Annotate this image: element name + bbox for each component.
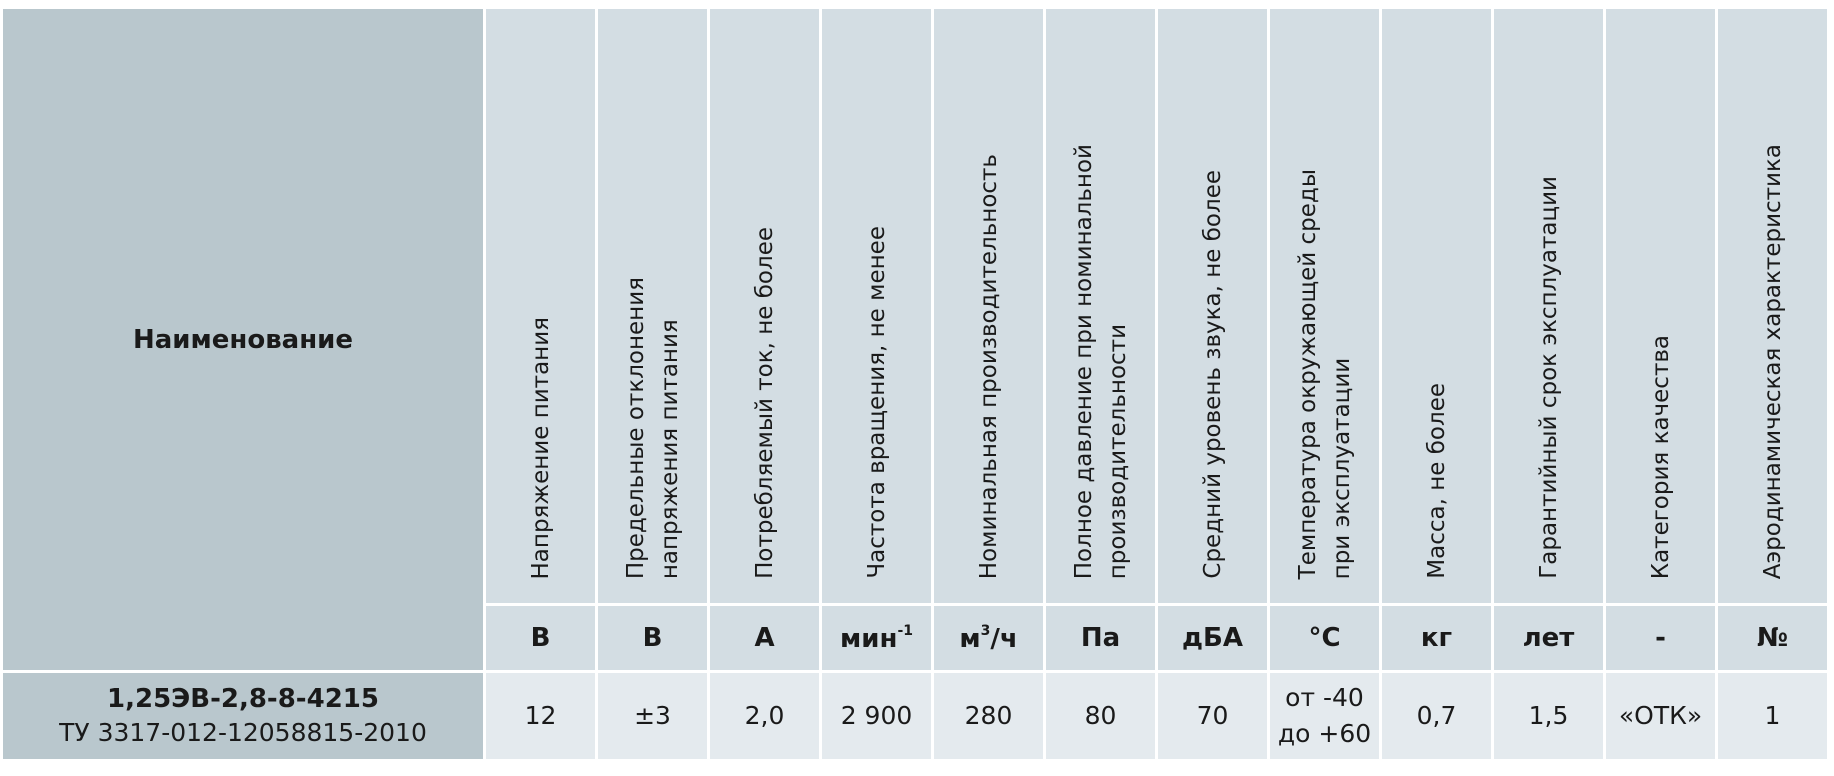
col-header-warranty: Гарантийный срок эксплуатации <box>1494 9 1603 603</box>
header-text: Потребляемый ток, не более <box>751 227 778 579</box>
unit-cell: В <box>598 606 707 670</box>
unit-base: м <box>959 623 981 654</box>
header-text: Частота вращения, не менее <box>863 226 890 579</box>
unit-cell: - <box>1606 606 1715 670</box>
unit-cell: № <box>1718 606 1827 670</box>
col-header-current: Потребляемый ток, не более <box>710 9 819 603</box>
value-cell: 1 <box>1718 673 1827 759</box>
value-cell: 2 900 <box>822 673 931 759</box>
value-cell: 1,5 <box>1494 673 1603 759</box>
value-cell: 80 <box>1046 673 1155 759</box>
header-text: Предельные отклонения <box>622 276 649 579</box>
name-header: Наименование <box>3 9 483 670</box>
col-header-pressure: Полное давление при номинальной производи… <box>1046 9 1155 603</box>
header-text: Средний уровень звука, не более <box>1199 170 1226 579</box>
col-header-capacity: Номинальная производительность <box>934 9 1043 603</box>
col-header-voltage-deviation: Предельные отклонения напряжения питания <box>598 9 707 603</box>
unit-base: мин <box>840 623 898 654</box>
unit-row: В В А мин-1 м3/ч Па дБА °C кг лет - № <box>3 606 1827 670</box>
header-text: Полное давление при номинальной <box>1070 143 1097 579</box>
spec-table: Наименование Напряжение питания Предельн… <box>0 6 1830 762</box>
unit-cell: В <box>486 606 595 670</box>
table-row: 1,25ЭВ-2,8-8-4215 ТУ 3317-012-12058815-2… <box>3 673 1827 759</box>
value-line: от -40 <box>1285 683 1364 712</box>
header-text: Категория качества <box>1647 334 1674 579</box>
value-cell: 0,7 <box>1382 673 1491 759</box>
header-text: Температура окружающей среды <box>1294 168 1321 579</box>
header-text: напряжения питания <box>656 319 683 579</box>
value-cell: 2,0 <box>710 673 819 759</box>
unit-sup: 3 <box>980 622 991 639</box>
value-line: до +60 <box>1277 719 1372 748</box>
col-header-mass: Масса, не более <box>1382 9 1491 603</box>
header-text: при эксплуатации <box>1328 357 1355 579</box>
col-header-voltage: Напряжение питания <box>486 9 595 603</box>
col-header-quality: Категория качества <box>1606 9 1715 603</box>
col-header-temperature: Температура окружающей среды при эксплуат… <box>1270 9 1379 603</box>
value-cell-temperature: от -40 до +60 <box>1270 673 1379 759</box>
header-text: Масса, не более <box>1423 383 1450 579</box>
unit-cell: м3/ч <box>934 606 1043 670</box>
unit-cell: А <box>710 606 819 670</box>
col-header-sound-level: Средний уровень звука, не более <box>1158 9 1267 603</box>
value-cell: 12 <box>486 673 595 759</box>
unit-tail: /ч <box>990 623 1018 654</box>
product-spec-code: ТУ 3317-012-12058815-2010 <box>59 718 427 747</box>
unit-cell: Па <box>1046 606 1155 670</box>
header-text: Номинальная производительность <box>975 153 1002 579</box>
product-model: 1,25ЭВ-2,8-8-4215 <box>107 684 379 714</box>
unit-cell: кг <box>1382 606 1491 670</box>
value-cell: ±3 <box>598 673 707 759</box>
value-cell: «ОТК» <box>1606 673 1715 759</box>
product-name-cell: 1,25ЭВ-2,8-8-4215 ТУ 3317-012-12058815-2… <box>3 673 483 759</box>
col-header-aerodynamic: Аэродинамическая характеристика <box>1718 9 1827 603</box>
col-header-rotation-speed: Частота вращения, не менее <box>822 9 931 603</box>
header-text: Аэродинамическая характеристика <box>1759 143 1786 579</box>
header-text: Напряжение питания <box>527 316 554 579</box>
unit-cell: °C <box>1270 606 1379 670</box>
header-row: Наименование Напряжение питания Предельн… <box>3 9 1827 670</box>
header-text: производительности <box>1104 323 1131 579</box>
unit-cell: лет <box>1494 606 1603 670</box>
unit-cell: дБА <box>1158 606 1267 670</box>
unit-sup: -1 <box>897 622 913 639</box>
unit-cell: мин-1 <box>822 606 931 670</box>
value-cell: 280 <box>934 673 1043 759</box>
value-cell: 70 <box>1158 673 1267 759</box>
header-text: Гарантийный срок эксплуатации <box>1535 176 1562 579</box>
